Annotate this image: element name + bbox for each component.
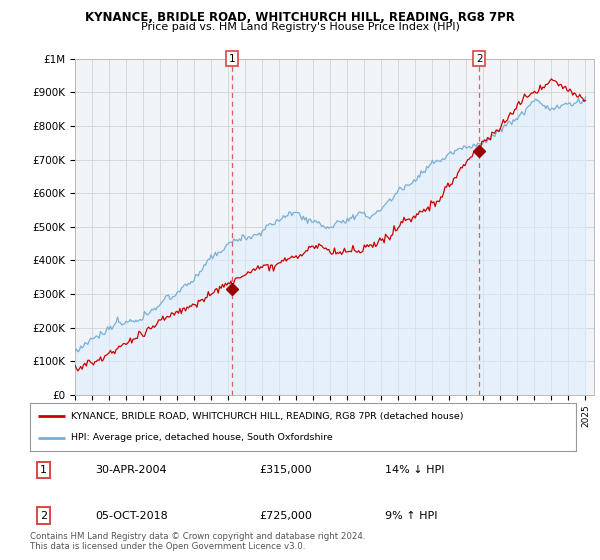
Text: HPI: Average price, detached house, South Oxfordshire: HPI: Average price, detached house, Sout… (71, 433, 332, 442)
Text: KYNANCE, BRIDLE ROAD, WHITCHURCH HILL, READING, RG8 7PR (detached house): KYNANCE, BRIDLE ROAD, WHITCHURCH HILL, R… (71, 412, 463, 421)
Text: £315,000: £315,000 (259, 465, 312, 475)
Text: 05-OCT-2018: 05-OCT-2018 (95, 511, 168, 521)
Text: £725,000: £725,000 (259, 511, 312, 521)
Text: 9% ↑ HPI: 9% ↑ HPI (385, 511, 437, 521)
Text: Contains HM Land Registry data © Crown copyright and database right 2024.
This d: Contains HM Land Registry data © Crown c… (30, 532, 365, 552)
Text: 2: 2 (476, 54, 482, 64)
Text: 1: 1 (229, 54, 236, 64)
Text: 2: 2 (40, 511, 47, 521)
Text: Price paid vs. HM Land Registry's House Price Index (HPI): Price paid vs. HM Land Registry's House … (140, 22, 460, 32)
Text: 14% ↓ HPI: 14% ↓ HPI (385, 465, 445, 475)
Text: 1: 1 (40, 465, 47, 475)
Text: 30-APR-2004: 30-APR-2004 (95, 465, 167, 475)
Text: KYNANCE, BRIDLE ROAD, WHITCHURCH HILL, READING, RG8 7PR: KYNANCE, BRIDLE ROAD, WHITCHURCH HILL, R… (85, 11, 515, 24)
